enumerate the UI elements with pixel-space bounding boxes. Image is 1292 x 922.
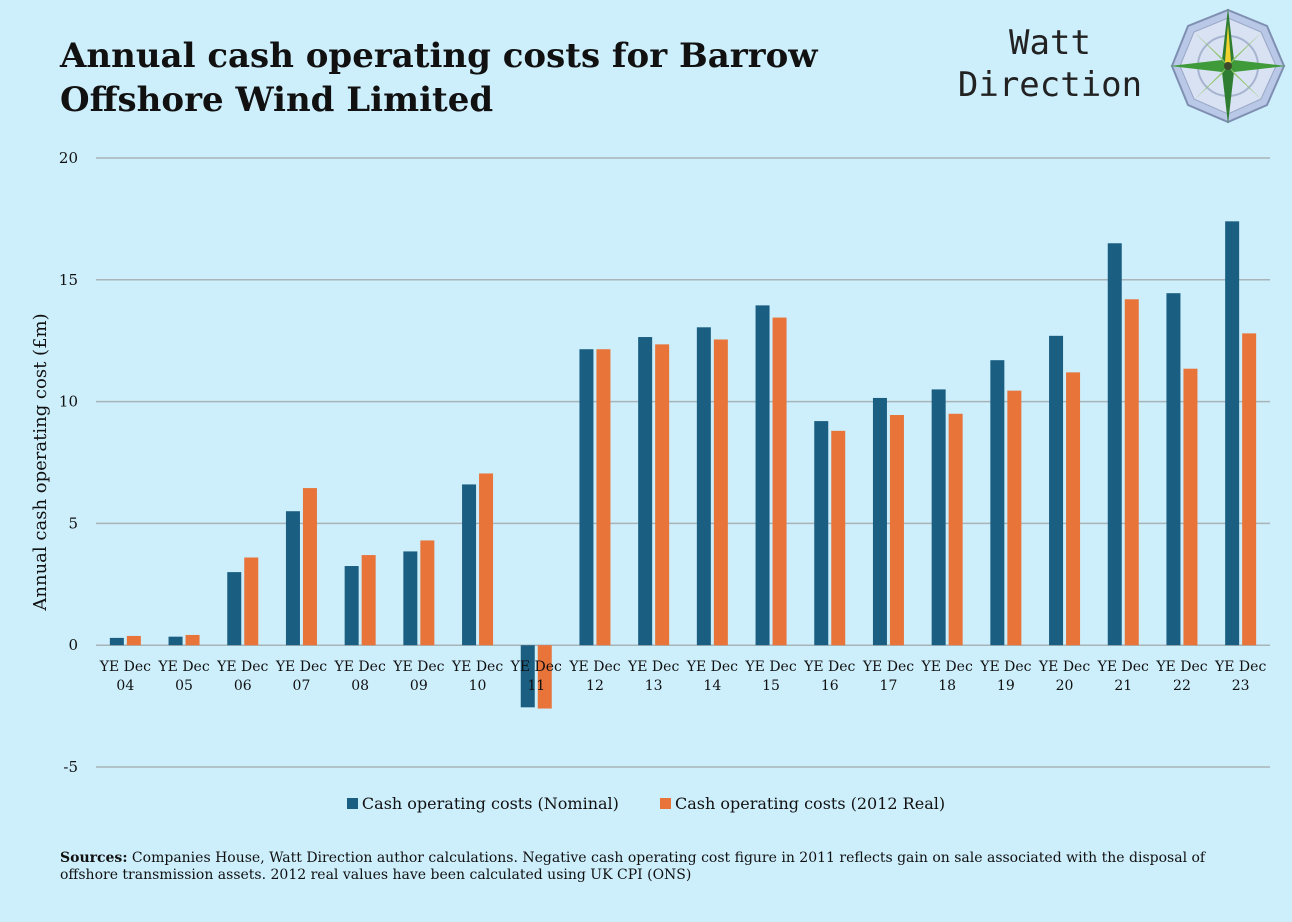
- bar-real: [537, 645, 552, 709]
- legend-label-nominal: Cash operating costs (Nominal): [361, 794, 619, 813]
- bar-real: [772, 317, 787, 646]
- legend-item-real: Cash operating costs (2012 Real): [660, 794, 945, 813]
- y-tick-label: 5: [68, 514, 78, 532]
- bar-real: [361, 555, 376, 646]
- bar-real: [889, 414, 904, 646]
- legend-swatch-nominal: [346, 798, 358, 809]
- y-tick-label: 20: [59, 149, 78, 167]
- bars: [109, 221, 1257, 709]
- chart-legend: Cash operating costs (Nominal) Cash oper…: [0, 794, 1292, 813]
- bar-real: [126, 635, 141, 646]
- bar-nominal: [638, 337, 653, 646]
- brand-wordmark: Watt Direction: [940, 22, 1160, 106]
- bar-nominal: [990, 360, 1005, 646]
- bar-real: [1183, 368, 1198, 646]
- bar-nominal: [1166, 293, 1181, 646]
- x-category-label: YE Dec 17: [862, 659, 914, 694]
- x-category-label: YE Dec 09: [392, 659, 444, 694]
- x-category-label: YE Dec 07: [275, 659, 327, 694]
- x-category-label: YE Dec 13: [627, 659, 679, 694]
- sources-label: Sources:: [60, 850, 128, 866]
- legend-swatch-real: [660, 798, 671, 809]
- x-category-label: YE Dec 15: [744, 659, 796, 694]
- bar-real: [1066, 372, 1081, 646]
- page-title: Annual cash operating costs for Barrow O…: [60, 36, 818, 120]
- grid-lines: [96, 157, 1270, 768]
- bar-nominal: [227, 572, 242, 646]
- bar-real: [244, 557, 259, 646]
- bar-nominal: [579, 349, 594, 646]
- bar-nominal: [520, 645, 535, 708]
- bar-nominal: [1049, 335, 1064, 646]
- bar-real: [420, 540, 435, 646]
- bar-nominal: [285, 511, 300, 646]
- sources-text: Companies House, Watt Direction author c…: [60, 850, 1206, 883]
- x-category-label: YE Dec 10: [451, 659, 503, 694]
- bar-real: [302, 488, 317, 646]
- bar-nominal: [344, 566, 359, 646]
- bar-nominal: [872, 397, 887, 646]
- bar-nominal: [755, 305, 770, 646]
- x-category-label: YE Dec 08: [334, 659, 386, 694]
- bar-real: [1242, 333, 1257, 646]
- legend-item-nominal: Cash operating costs (Nominal): [346, 794, 619, 813]
- bar-real: [948, 413, 963, 646]
- y-tick-label: 15: [59, 271, 78, 289]
- bar-nominal: [1107, 243, 1122, 646]
- y-tick-labels: 20 15 10 5 0 -5: [59, 149, 78, 776]
- bar-nominal: [109, 637, 124, 646]
- x-category-label: YE Dec 22: [1155, 659, 1207, 694]
- x-category-label: YE Dec 16: [803, 659, 855, 694]
- x-category-label: YE Dec 12: [568, 659, 620, 694]
- legend-label-real: Cash operating costs (2012 Real): [675, 794, 946, 813]
- bar-nominal: [696, 327, 711, 646]
- x-category-label: YE Dec 05: [157, 659, 209, 694]
- x-category-label: YE Dec 11: [510, 659, 562, 694]
- bar-real: [1007, 390, 1022, 646]
- y-tick-label: -5: [63, 758, 78, 776]
- bar-real: [185, 634, 200, 646]
- bar-nominal: [462, 484, 477, 646]
- bar-nominal: [1225, 221, 1240, 646]
- bar-real: [479, 473, 494, 646]
- bar-real: [655, 344, 670, 646]
- bar-real: [1124, 299, 1139, 646]
- x-category-label: YE Dec 18: [921, 659, 973, 694]
- y-tick-label: 0: [68, 636, 78, 654]
- y-tick-label: 10: [59, 393, 78, 411]
- bar-nominal: [814, 421, 829, 646]
- y-axis-label: Annual cash operating cost (£m): [30, 313, 51, 611]
- compass-logo-icon: [1170, 8, 1286, 124]
- sources-note: Sources: Companies House, Watt Direction…: [60, 850, 1240, 884]
- x-category-label: YE Dec 23: [1214, 659, 1266, 694]
- x-category-label: YE Dec 06: [216, 659, 268, 694]
- x-category-label: YE Dec 20: [1038, 659, 1090, 694]
- bar-nominal: [931, 389, 946, 646]
- bar-nominal: [403, 551, 418, 646]
- brand-line-2: Direction: [957, 65, 1143, 105]
- bar-real: [713, 339, 728, 646]
- bar-real: [596, 349, 611, 646]
- bar-nominal: [168, 636, 183, 646]
- x-category-label: YE Dec 04: [99, 659, 151, 694]
- x-category-label: YE Dec 19: [979, 659, 1031, 694]
- bar-real: [831, 430, 846, 646]
- x-category-label: YE Dec 14: [686, 659, 738, 694]
- brand-line-1: Watt: [1009, 23, 1091, 63]
- x-category-label: YE Dec 21: [1097, 659, 1149, 694]
